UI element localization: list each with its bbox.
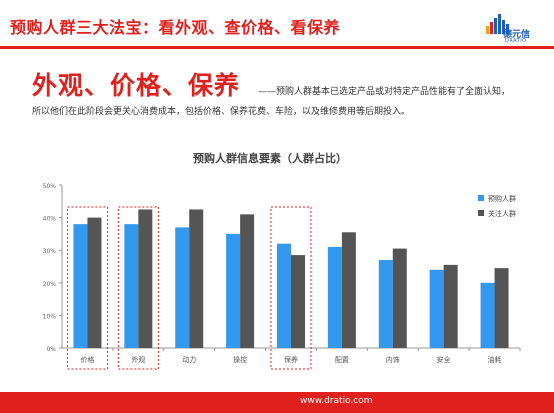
intro-headline: 外观、价格、保养	[32, 71, 241, 100]
y-tick-label: 40%	[43, 216, 57, 223]
chart-title: 预购人群信息要素（人群占比）	[193, 151, 347, 165]
slide-title: 预购人群三大法宝：看外观、查价格、看保养	[10, 18, 341, 37]
bar-series-2	[189, 209, 204, 348]
bar-series-2	[87, 217, 102, 348]
bar-series-1	[124, 224, 139, 348]
x-tick-label: 动力	[182, 355, 196, 364]
x-tick-label: 安全	[437, 355, 451, 364]
bar-series-1	[73, 224, 88, 348]
bar-series-1	[175, 227, 190, 348]
bar-series-2	[291, 255, 305, 348]
highlight-box	[117, 206, 159, 370]
x-tick-label: 外观	[131, 355, 145, 364]
x-tick-label: 价格	[80, 355, 94, 364]
bar-series-1	[226, 233, 241, 348]
legend-swatch	[478, 210, 484, 216]
highlight-box	[270, 206, 312, 370]
y-tick-label: 30%	[43, 248, 57, 255]
bar-series-1	[378, 259, 393, 348]
highlight-box	[66, 206, 108, 370]
legend-label: 预购人群	[488, 194, 516, 203]
bar-series-1	[277, 243, 291, 348]
x-tick-label: 配置	[335, 356, 349, 364]
logo-subtext: DRATIO	[505, 38, 527, 44]
intro-line-2: 所以他们在此阶段会更关心消费成本，包括价格、保养花费、车险，以及维修费用等后期投…	[32, 107, 411, 117]
title-divider	[0, 46, 554, 49]
y-tick-label: 50%	[43, 183, 57, 190]
bar-series-2	[138, 209, 153, 348]
bar-series-2	[443, 264, 458, 348]
bar-series-1	[480, 282, 495, 348]
intro-line-1: ——预购人群基本已选定产品或对特定产品性能有了全面认知，	[258, 87, 511, 97]
x-tick-label: 保养	[284, 355, 298, 364]
bar-series-2	[392, 248, 407, 348]
y-tick-label: 0%	[46, 346, 56, 353]
footer-url[interactable]: www.dratio.com	[300, 396, 373, 406]
y-tick-label: 10%	[43, 313, 57, 320]
x-tick-label: 油耗	[488, 355, 502, 364]
bar-series-2	[341, 232, 356, 348]
footer-bar	[0, 392, 554, 413]
bar-series-2	[240, 214, 255, 348]
dratio-logo-icon	[486, 14, 509, 34]
legend-label: 关注人群	[488, 209, 516, 218]
bar-series-1	[327, 246, 342, 348]
legend-swatch	[478, 195, 484, 201]
logo-wordmark: 德元信	[503, 30, 531, 40]
bar-series-2	[494, 268, 509, 348]
bar-series-1	[429, 269, 444, 348]
bar-chart: 预购人群信息要素（人群占比） 0% 10% 20% 30% 40% 50% 价格 外观 动力 操控…	[43, 151, 521, 370]
y-tick-label: 20%	[43, 281, 57, 288]
x-tick-label: 内饰	[386, 355, 400, 364]
x-tick-label: 操控	[233, 355, 247, 364]
